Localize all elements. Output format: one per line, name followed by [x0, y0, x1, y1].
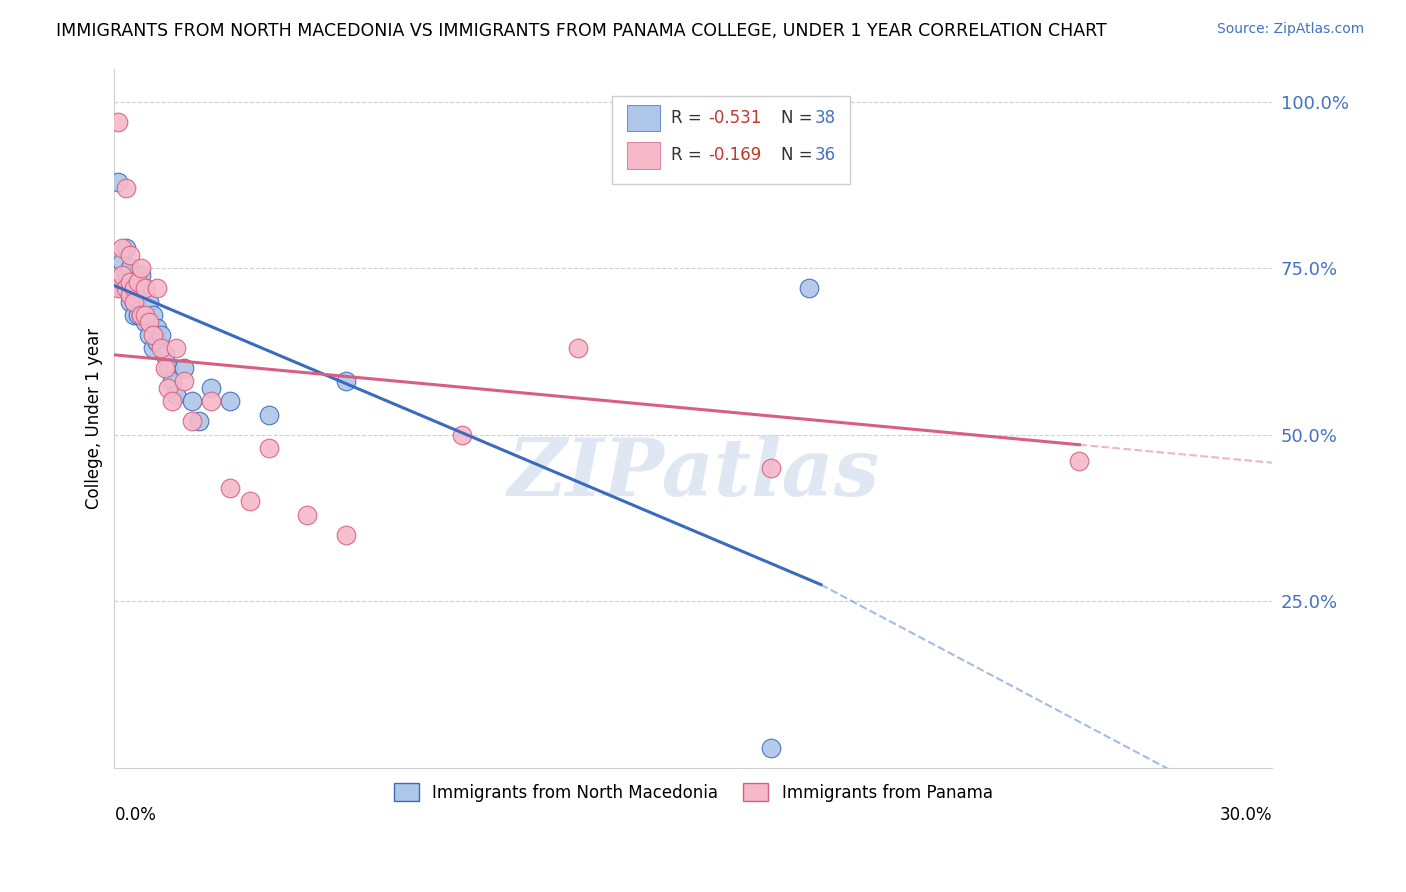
Point — [238, 494, 260, 508]
Point — [107, 281, 129, 295]
Point — [188, 414, 211, 428]
Point — [118, 248, 141, 262]
Point — [180, 414, 202, 428]
Point — [149, 327, 172, 342]
Point — [122, 294, 145, 309]
Point — [134, 308, 156, 322]
Point — [297, 508, 319, 522]
Point — [799, 281, 821, 295]
Point — [107, 115, 129, 129]
Point — [257, 441, 280, 455]
Point — [200, 394, 222, 409]
Point — [115, 181, 138, 195]
Point — [115, 241, 138, 255]
Text: N =: N = — [782, 109, 818, 128]
Point — [180, 394, 202, 409]
Point — [157, 381, 180, 395]
Point — [153, 348, 176, 362]
Point — [335, 375, 357, 389]
Point — [149, 341, 172, 355]
Point — [131, 308, 153, 322]
Point — [122, 281, 145, 295]
Point — [157, 361, 180, 376]
Text: 36: 36 — [815, 146, 837, 164]
Point — [127, 308, 149, 322]
Point — [162, 394, 184, 409]
Point — [138, 314, 160, 328]
Point — [219, 481, 242, 495]
Point — [165, 341, 187, 355]
Point — [111, 254, 134, 268]
Point — [131, 261, 153, 276]
Point — [118, 294, 141, 309]
Point — [153, 361, 176, 376]
Point — [118, 261, 141, 276]
Text: ZIPatlas: ZIPatlas — [508, 435, 880, 513]
Text: 0.0%: 0.0% — [114, 806, 156, 824]
Point — [122, 308, 145, 322]
Point — [759, 740, 782, 755]
Point — [115, 268, 138, 282]
Point — [118, 275, 141, 289]
Point — [219, 394, 242, 409]
Point — [115, 281, 138, 295]
Point — [200, 381, 222, 395]
Point — [138, 327, 160, 342]
Point — [142, 327, 165, 342]
Text: R =: R = — [672, 146, 707, 164]
Text: IMMIGRANTS FROM NORTH MACEDONIA VS IMMIGRANTS FROM PANAMA COLLEGE, UNDER 1 YEAR : IMMIGRANTS FROM NORTH MACEDONIA VS IMMIG… — [56, 22, 1107, 40]
Point — [759, 461, 782, 475]
Point — [162, 375, 184, 389]
Point — [127, 281, 149, 295]
Text: Source: ZipAtlas.com: Source: ZipAtlas.com — [1216, 22, 1364, 37]
Point — [122, 294, 145, 309]
Point — [127, 275, 149, 289]
Point — [111, 268, 134, 282]
Point — [335, 527, 357, 541]
Text: -0.169: -0.169 — [709, 146, 762, 164]
FancyBboxPatch shape — [613, 96, 849, 184]
Point — [142, 308, 165, 322]
Point — [138, 294, 160, 309]
Point — [111, 281, 134, 295]
FancyBboxPatch shape — [627, 142, 659, 169]
Point — [142, 341, 165, 355]
Y-axis label: College, Under 1 year: College, Under 1 year — [86, 327, 103, 508]
Point — [165, 388, 187, 402]
Point — [115, 281, 138, 295]
Point — [146, 281, 169, 295]
Text: 38: 38 — [815, 109, 837, 128]
Point — [173, 361, 195, 376]
Point — [131, 268, 153, 282]
Text: -0.531: -0.531 — [709, 109, 762, 128]
Point — [567, 341, 589, 355]
Point — [118, 281, 141, 295]
Point — [122, 275, 145, 289]
Point — [146, 334, 169, 349]
Point — [450, 427, 472, 442]
Text: N =: N = — [782, 146, 818, 164]
Point — [131, 308, 153, 322]
Point — [118, 288, 141, 302]
Text: 30.0%: 30.0% — [1220, 806, 1272, 824]
Point — [134, 281, 156, 295]
FancyBboxPatch shape — [627, 105, 659, 131]
Point — [134, 314, 156, 328]
Legend: Immigrants from North Macedonia, Immigrants from Panama: Immigrants from North Macedonia, Immigra… — [388, 777, 1000, 808]
Text: R =: R = — [672, 109, 707, 128]
Point — [146, 321, 169, 335]
Point — [173, 375, 195, 389]
Point — [134, 281, 156, 295]
Point — [1069, 454, 1091, 468]
Point — [111, 241, 134, 255]
Point — [107, 175, 129, 189]
Point — [257, 408, 280, 422]
